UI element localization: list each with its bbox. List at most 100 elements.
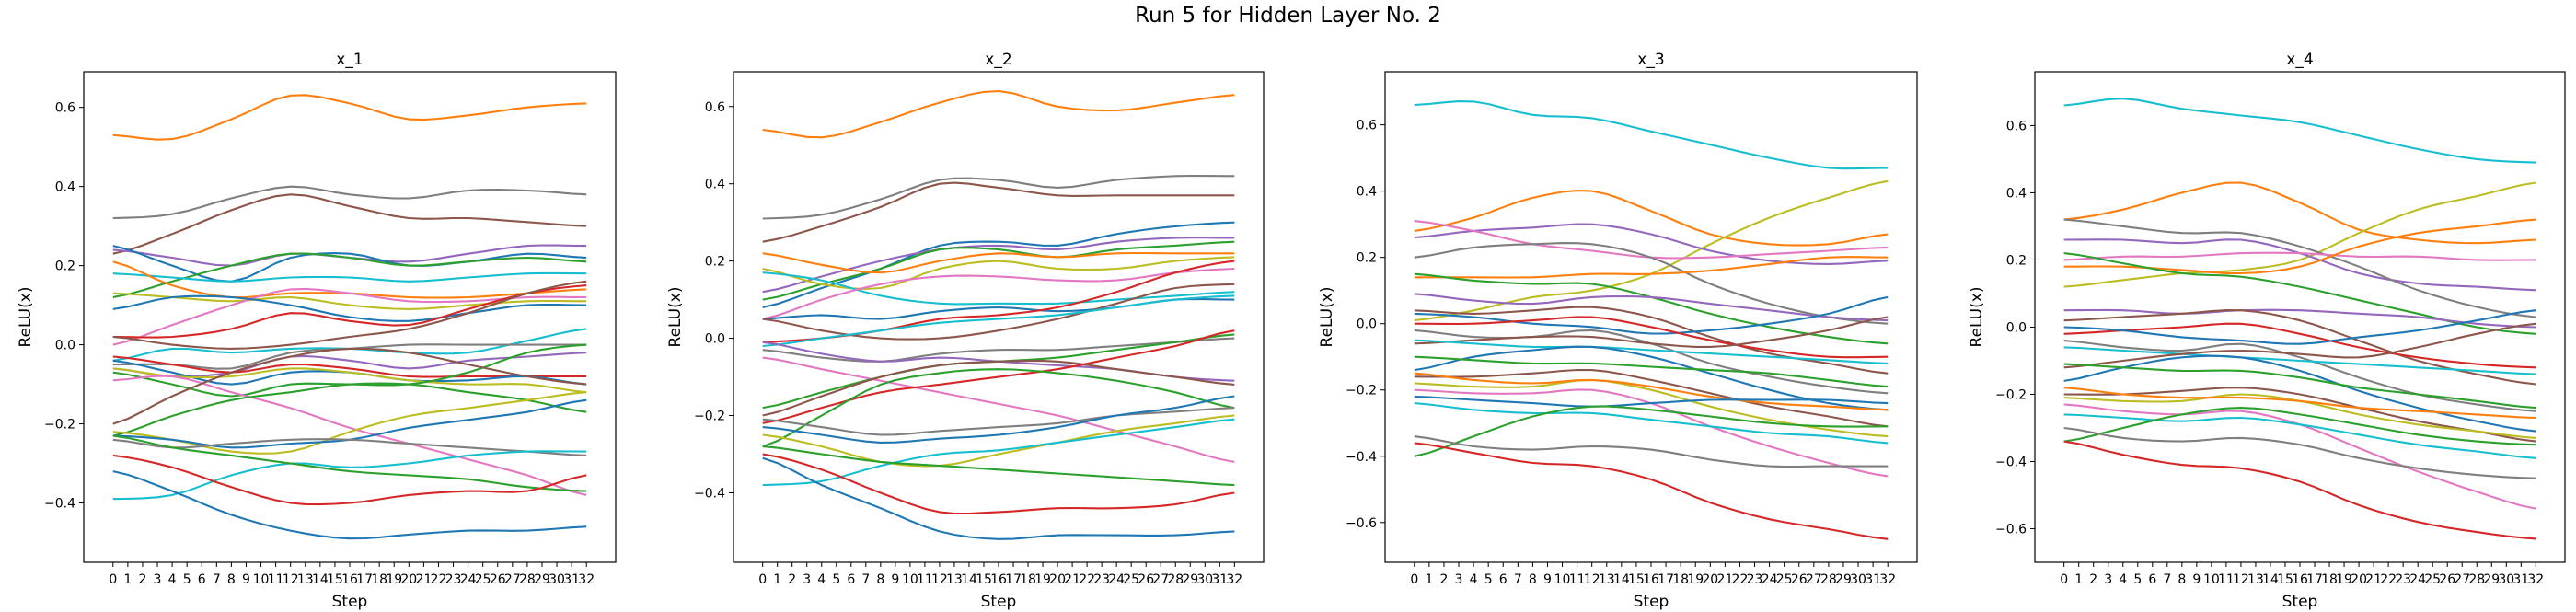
x-tick-label: 31	[563, 572, 580, 587]
y-tick-label: −0.2	[44, 418, 75, 433]
x-tick-label: 25	[475, 572, 491, 587]
x-tick-label: 16	[2292, 572, 2308, 587]
x-tick-label: 2	[138, 572, 146, 587]
x-tick-label: 7	[213, 572, 221, 587]
x-tick-label: 13	[946, 572, 963, 587]
x-tick-label: 10	[902, 572, 918, 587]
series-line-5	[1414, 220, 1889, 260]
subplot-title: x_3	[1637, 51, 1664, 69]
figure-title: Run 5 for Hidden Layer No. 2	[1135, 4, 1441, 28]
series-line-15	[762, 337, 1235, 363]
x-tick-label: 12	[1584, 572, 1600, 587]
x-tick-label: 14	[2262, 572, 2279, 587]
x-tick-label: 27	[1806, 572, 1822, 587]
series-line-24	[762, 395, 1235, 444]
series-line-10	[762, 267, 1235, 320]
series-line-21	[1414, 372, 1889, 411]
x-tick-label: 24	[460, 572, 477, 587]
x-tick-label: 26	[490, 572, 506, 587]
series-line-20	[762, 329, 1235, 424]
x-tick-label: 0	[2060, 572, 2068, 587]
series-line-22	[2063, 413, 2536, 459]
series-line-6	[1414, 242, 1889, 325]
x-tick-label: 14	[1613, 572, 1630, 587]
series-line-3	[762, 181, 1235, 243]
series-line-5	[2063, 218, 2536, 318]
x-tick-label: 3	[154, 572, 162, 587]
x-tick-label: 21	[415, 572, 432, 587]
x-tick-label: 9	[2192, 572, 2201, 587]
y-tick-label: −0.4	[694, 486, 725, 501]
x-tick-label: 19	[386, 572, 402, 587]
y-tick-label: 0.2	[55, 260, 75, 274]
x-tick-label: 25	[1123, 572, 1139, 587]
series-line-12	[112, 284, 587, 339]
x-tick-label: 6	[198, 572, 206, 587]
series-line-23	[112, 382, 587, 437]
x-tick-label: 5	[2133, 572, 2142, 587]
x-tick-label: 2	[2089, 572, 2097, 587]
x-tick-label: 1	[773, 572, 781, 587]
series-line-22	[1414, 395, 1889, 408]
series-line-5	[762, 237, 1235, 294]
y-tick-label: 0.0	[55, 339, 75, 353]
y-tick-label: −0.6	[1346, 516, 1377, 531]
series-line-7	[112, 271, 587, 283]
x-tick-label: 29	[534, 572, 550, 587]
series-line-30	[112, 470, 587, 540]
y-tick-label: 0.4	[55, 180, 75, 195]
x-tick-label: 26	[1791, 572, 1808, 587]
series-line-25	[2063, 440, 2536, 540]
x-tick-label: 17	[2306, 572, 2323, 587]
y-tick-label: 0.6	[705, 100, 725, 115]
series-line-13	[2063, 340, 2536, 412]
y-tick-label: 0.6	[2006, 119, 2027, 133]
x-tick-label: 2	[1439, 572, 1448, 587]
x-tick-label: 24	[1108, 572, 1125, 587]
series-line-14	[2063, 346, 2536, 375]
series-line-28	[762, 456, 1235, 540]
x-tick-label: 13	[2247, 572, 2264, 587]
series-line-5	[112, 245, 587, 283]
y-tick-label: 0.4	[1357, 185, 1377, 200]
x-tick-label: 18	[1020, 572, 1036, 587]
x-tick-label: 21	[2365, 572, 2382, 587]
y-axis-label: ReLU(x)	[1318, 287, 1336, 348]
x-tick-label: 9	[1543, 572, 1552, 587]
subplot-4: 0 1 2 3 4 5 6 7 8 9 101112131415161718192021222324…	[1968, 51, 2566, 611]
x-tick-label: 30	[549, 572, 565, 587]
x-tick-label: 6	[2148, 572, 2156, 587]
series-line-21	[112, 375, 587, 496]
x-tick-label: 23	[445, 572, 462, 587]
x-tick-label: 11	[2218, 572, 2235, 587]
x-tick-label: 27	[504, 572, 521, 587]
x-tick-label: 17	[1005, 572, 1022, 587]
x-tick-label: 10	[2203, 572, 2220, 587]
x-tick-label: 21	[1716, 572, 1733, 587]
x-tick-label: 21	[1064, 572, 1080, 587]
x-axis-label: Step	[332, 593, 368, 611]
x-tick-label: 29	[1835, 572, 1852, 587]
x-tick-label: 1	[1425, 572, 1433, 587]
series-line-15	[2063, 322, 2536, 369]
x-tick-label: 0	[758, 572, 767, 587]
y-tick-label: 0.2	[705, 255, 725, 270]
series-line-15	[1414, 339, 1889, 364]
series-line-3	[2063, 181, 2536, 288]
series-line-14	[762, 294, 1235, 348]
x-tick-label: 7	[1514, 572, 1522, 587]
series-line-18	[2063, 387, 2536, 443]
x-tick-label: 30	[1196, 572, 1213, 587]
x-tick-label: 31	[1865, 572, 1881, 587]
x-tick-label: 9	[242, 572, 250, 587]
series-line-1	[112, 94, 587, 141]
x-tick-label: 32	[1226, 572, 1242, 587]
x-tick-label: 15	[976, 572, 992, 587]
x-tick-label: 19	[1034, 572, 1051, 587]
x-tick-label: 7	[2163, 572, 2171, 587]
x-tick-label: 31	[1211, 572, 1228, 587]
y-tick-label: −0.6	[1995, 522, 2027, 537]
x-tick-label: 6	[1499, 572, 1507, 587]
series-line-9	[2063, 308, 2536, 329]
